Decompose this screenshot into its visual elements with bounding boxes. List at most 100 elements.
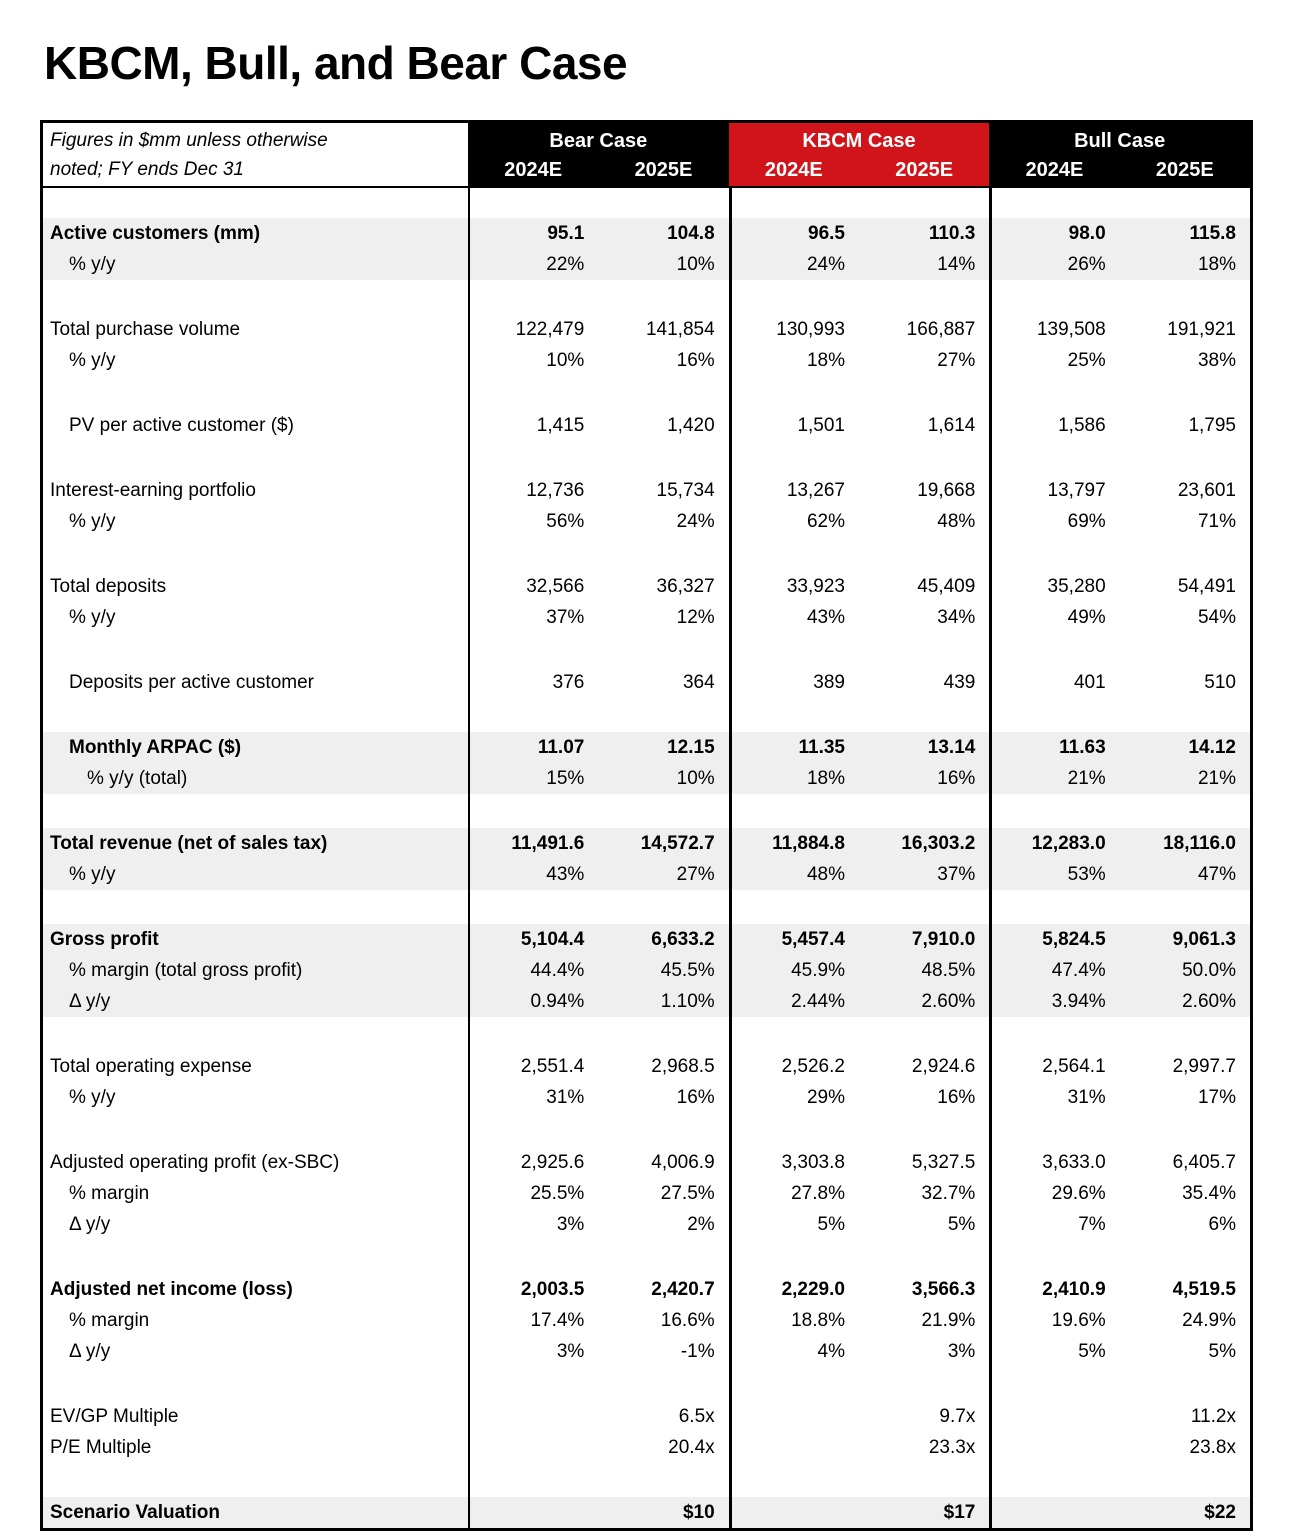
cell-value: 45.9% bbox=[728, 955, 859, 986]
cell-value: 16% bbox=[676, 1087, 715, 1108]
row-label: Scenario Valuation bbox=[50, 1502, 220, 1523]
cell-value: 12% bbox=[676, 607, 715, 628]
cell-value: 18% bbox=[728, 763, 859, 794]
table-corner-note: Figures in $mm unless otherwise noted; F… bbox=[43, 123, 468, 186]
cell-value: 5,457.4 bbox=[728, 924, 859, 955]
table-row: PV per active customer ($) 1,415 1,420 1,50… bbox=[43, 410, 1250, 441]
cell-value: 98.0 bbox=[989, 218, 1119, 249]
spacer-row bbox=[43, 376, 1250, 410]
spacer-cell bbox=[43, 537, 468, 571]
cell-value: 27% bbox=[937, 350, 976, 371]
spacer-row bbox=[43, 1017, 1250, 1051]
year-header-bull-2024: 2024E bbox=[989, 155, 1120, 186]
cell-value: 389 bbox=[728, 667, 859, 698]
spacer-cell bbox=[989, 188, 1119, 218]
table-row: % margin 25.5% 27.5% 27.8% 32.7% 29.6% 35.4% bbox=[43, 1178, 1250, 1209]
cell-value: 17% bbox=[1197, 1087, 1236, 1108]
spacer-cell bbox=[598, 890, 728, 924]
scenario-table: Figures in $mm unless otherwise noted; F… bbox=[40, 120, 1253, 1531]
cell-value: 21% bbox=[989, 763, 1119, 794]
spacer-cell bbox=[598, 1240, 728, 1274]
cell-value: 9.7x bbox=[939, 1406, 976, 1427]
spacer-cell bbox=[859, 890, 989, 924]
table-row: Interest-earning portfolio 12,736 15,734 13… bbox=[43, 475, 1250, 506]
row-label: % y/y bbox=[69, 864, 116, 885]
spacer-row bbox=[43, 1113, 1250, 1147]
cell-value: 104.8 bbox=[667, 223, 715, 244]
cell-value: 16% bbox=[676, 350, 715, 371]
cell-value bbox=[989, 1432, 1119, 1463]
spacer-cell bbox=[1120, 698, 1250, 732]
cell-value: 69% bbox=[989, 506, 1119, 537]
row-label: % y/y (total) bbox=[87, 768, 188, 789]
spacer-cell bbox=[728, 1240, 859, 1274]
cell-value: 15% bbox=[468, 763, 598, 794]
row-label: Total deposits bbox=[50, 576, 167, 597]
row-label: Total revenue (net of sales tax) bbox=[50, 833, 328, 854]
cell-value: 141,854 bbox=[645, 319, 715, 340]
cell-value: $22 bbox=[1204, 1502, 1236, 1523]
table-row: Total revenue (net of sales tax) 11,491.6… bbox=[43, 828, 1250, 859]
cell-value: 2,229.0 bbox=[728, 1274, 859, 1305]
cell-value: 2% bbox=[687, 1214, 715, 1235]
cell-value: 24% bbox=[728, 249, 859, 280]
cell-value: 3,303.8 bbox=[728, 1147, 859, 1178]
cell-value: 1.10% bbox=[660, 991, 715, 1012]
cell-value: 27.8% bbox=[728, 1178, 859, 1209]
spacer-cell bbox=[989, 698, 1119, 732]
cell-value: 48.5% bbox=[921, 960, 976, 981]
year-header-kbcm-2025: 2025E bbox=[858, 155, 990, 186]
cell-value: 1,795 bbox=[1188, 415, 1236, 436]
cell-value: 4,519.5 bbox=[1172, 1279, 1236, 1300]
spacer-cell bbox=[728, 794, 859, 828]
cell-value: 18,116.0 bbox=[1163, 833, 1236, 854]
cell-value: 32.7% bbox=[921, 1183, 976, 1204]
spacer-cell bbox=[859, 280, 989, 314]
row-label: Gross profit bbox=[50, 929, 159, 950]
cell-value: 1,614 bbox=[927, 415, 976, 436]
cell-value: 17.4% bbox=[468, 1305, 598, 1336]
spacer-cell bbox=[728, 633, 859, 667]
cell-value: 37% bbox=[937, 864, 976, 885]
cell-value: 47% bbox=[1197, 864, 1236, 885]
spacer-cell bbox=[728, 1017, 859, 1051]
cell-value: 139,508 bbox=[989, 314, 1119, 345]
spacer-cell bbox=[989, 280, 1119, 314]
table-row: Δ y/y 3% -1% 4% 3% 5% 5% bbox=[43, 1336, 1250, 1367]
cell-value bbox=[728, 1432, 859, 1463]
spacer-cell bbox=[598, 280, 728, 314]
case-header-bull: Bull Case bbox=[989, 123, 1250, 155]
cell-value: 2,968.5 bbox=[651, 1056, 715, 1077]
spacer-cell bbox=[43, 633, 468, 667]
cell-value: 6,405.7 bbox=[1172, 1152, 1236, 1173]
spacer-cell bbox=[43, 1017, 468, 1051]
cell-value: 32,566 bbox=[468, 571, 598, 602]
table-row: Δ y/y 0.94% 1.10% 2.44% 2.60% 3.94% 2.60% bbox=[43, 986, 1250, 1017]
table-row: % y/y 22% 10% 24% 14% 26% 18% bbox=[43, 249, 1250, 280]
spacer-cell bbox=[468, 633, 598, 667]
spacer-row bbox=[43, 1367, 1250, 1401]
cell-value: 14.12 bbox=[1188, 737, 1236, 758]
spacer-cell bbox=[989, 1463, 1119, 1497]
spacer-cell bbox=[859, 698, 989, 732]
cell-value: 510 bbox=[1204, 672, 1236, 693]
cell-value: -1% bbox=[680, 1341, 715, 1362]
cell-value: $10 bbox=[682, 1502, 715, 1523]
spacer-row bbox=[43, 794, 1250, 828]
cell-value bbox=[989, 1401, 1119, 1432]
cell-value: 50.0% bbox=[1182, 960, 1236, 981]
row-label: % y/y bbox=[69, 607, 116, 628]
spacer-cell bbox=[598, 1367, 728, 1401]
spacer-cell bbox=[598, 1463, 728, 1497]
spacer-cell bbox=[989, 1113, 1119, 1147]
cell-value: 18.8% bbox=[728, 1305, 859, 1336]
cell-value: 5% bbox=[1208, 1341, 1236, 1362]
spacer-cell bbox=[859, 537, 989, 571]
spacer-cell bbox=[859, 1367, 989, 1401]
spacer-cell bbox=[728, 1367, 859, 1401]
row-label: Active customers (mm) bbox=[50, 223, 261, 244]
table-row: Gross profit 5,104.4 6,633.2 5,457.4 7,910.0… bbox=[43, 924, 1250, 955]
year-header-bull-2025: 2025E bbox=[1119, 155, 1250, 186]
row-label: % y/y bbox=[69, 350, 116, 371]
